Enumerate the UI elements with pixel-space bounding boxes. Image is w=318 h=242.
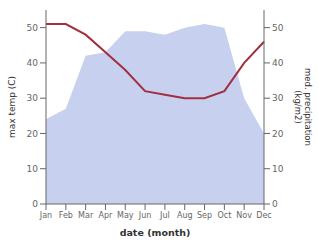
svg-text:max temp (C): max temp (C) bbox=[8, 76, 17, 138]
svg-text:50: 50 bbox=[27, 23, 39, 33]
svg-text:Jun: Jun bbox=[138, 211, 152, 220]
svg-text:20: 20 bbox=[272, 129, 284, 139]
svg-text:20: 20 bbox=[27, 129, 39, 139]
svg-text:med. precipitation: med. precipitation bbox=[303, 68, 310, 146]
svg-text:May: May bbox=[117, 211, 134, 220]
svg-text:30: 30 bbox=[272, 93, 284, 103]
svg-text:40: 40 bbox=[27, 58, 39, 68]
svg-text:Jul: Jul bbox=[159, 211, 170, 220]
svg-text:0: 0 bbox=[272, 199, 278, 209]
svg-text:10: 10 bbox=[27, 164, 39, 174]
svg-text:40: 40 bbox=[272, 58, 284, 68]
svg-text:date (month): date (month) bbox=[120, 227, 191, 238]
svg-text:0: 0 bbox=[32, 199, 38, 209]
svg-text:50: 50 bbox=[272, 23, 284, 33]
svg-text:(kg/m2): (kg/m2) bbox=[293, 90, 303, 124]
svg-text:Nov: Nov bbox=[236, 211, 252, 220]
svg-text:Jan: Jan bbox=[39, 211, 52, 220]
svg-text:Dec: Dec bbox=[256, 211, 271, 220]
svg-text:30: 30 bbox=[27, 93, 39, 103]
svg-text:Apr: Apr bbox=[99, 211, 114, 220]
svg-text:10: 10 bbox=[272, 164, 284, 174]
svg-text:Oct: Oct bbox=[217, 211, 231, 220]
svg-text:Aug: Aug bbox=[177, 211, 193, 220]
svg-text:Mar: Mar bbox=[78, 211, 94, 220]
svg-text:Feb: Feb bbox=[59, 211, 73, 220]
svg-text:Sep: Sep bbox=[197, 211, 212, 220]
